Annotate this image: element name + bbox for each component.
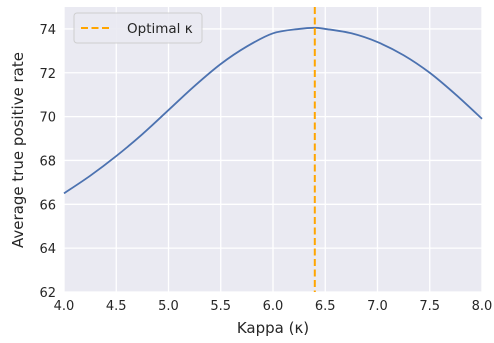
legend-label-optimal-kappa: Optimal κ bbox=[127, 21, 193, 37]
x-axis-label: Kappa (κ) bbox=[237, 319, 309, 337]
x-tick-label: 4.0 bbox=[54, 299, 75, 314]
x-tick-label: 7.0 bbox=[367, 299, 388, 314]
y-tick-label: 62 bbox=[39, 286, 56, 301]
grid bbox=[63, 7, 483, 293]
x-tick-label: 5.0 bbox=[158, 299, 179, 314]
y-axis-label: Average true positive rate bbox=[9, 52, 27, 248]
x-ticks: 4.0 4.5 5.0 5.5 6.0 6.5 7.0 7.5 8.0 bbox=[54, 299, 493, 314]
y-tick-label: 66 bbox=[39, 198, 56, 213]
legend-box bbox=[73, 12, 203, 44]
x-tick-label: 6.0 bbox=[263, 299, 284, 314]
x-tick-label: 4.5 bbox=[106, 299, 127, 314]
y-tick-label: 72 bbox=[39, 67, 56, 82]
legend: Optimal κ bbox=[73, 12, 203, 44]
y-tick-label: 70 bbox=[39, 111, 56, 126]
x-tick-label: 6.5 bbox=[315, 299, 336, 314]
y-ticks: 62 64 66 68 70 72 74 bbox=[39, 23, 56, 301]
series-layer bbox=[63, 26, 483, 195]
y-tick-label: 64 bbox=[39, 242, 56, 257]
x-tick-label: 8.0 bbox=[472, 299, 493, 314]
x-tick-label: 5.5 bbox=[210, 299, 231, 314]
y-tick-label: 68 bbox=[39, 154, 56, 169]
x-tick-label: 7.5 bbox=[419, 299, 440, 314]
y-tick-label: 74 bbox=[39, 23, 56, 38]
series-line bbox=[63, 26, 483, 195]
